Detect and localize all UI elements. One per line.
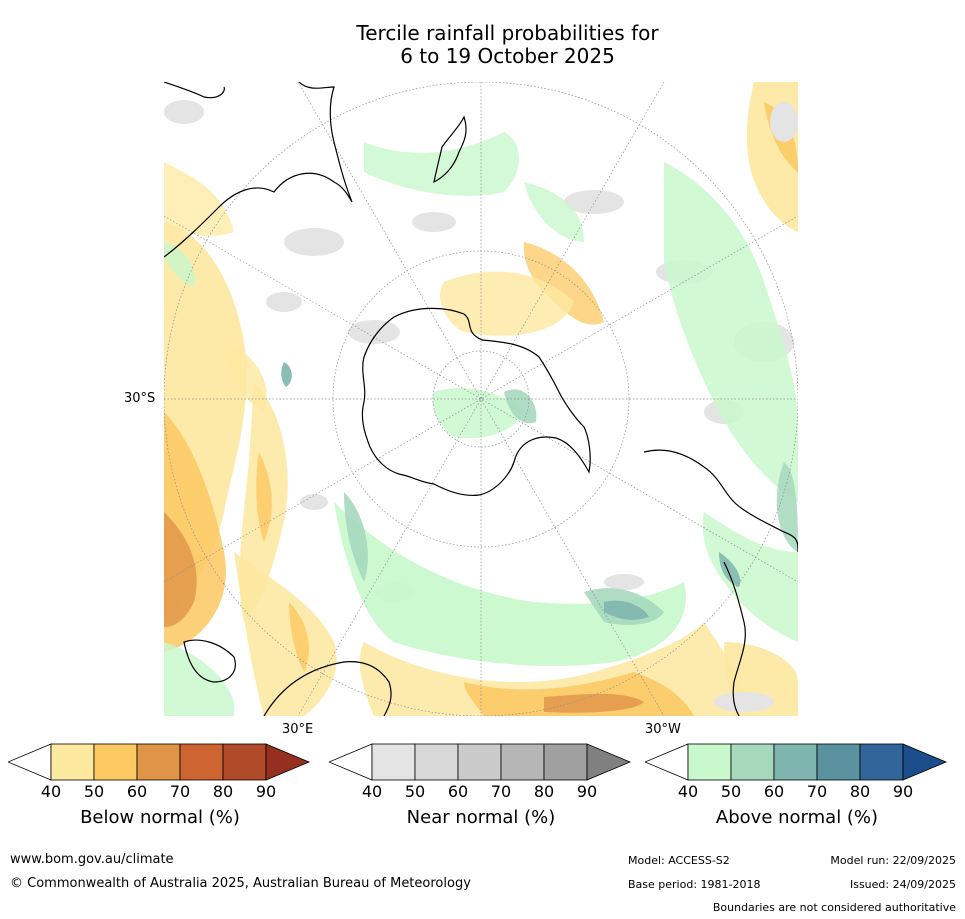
colorbar-tick-label: 80 xyxy=(212,782,234,801)
colorbar-tick-label: 60 xyxy=(447,782,469,801)
below-normal-swatch xyxy=(50,743,95,781)
above-normal-swatch xyxy=(730,743,775,781)
near-normal-extend-low xyxy=(329,743,373,781)
colorbar-tick-label: 80 xyxy=(533,782,555,801)
title-line-2: 6 to 19 October 2025 xyxy=(400,44,615,68)
near-normal-swatch xyxy=(371,743,416,781)
new-zealand-coastline xyxy=(433,115,467,184)
colorbar-tick-label: 60 xyxy=(126,782,148,801)
above-normal-swatch xyxy=(816,743,861,781)
lon-label-30e: 30°E xyxy=(282,722,314,737)
near-normal-extend-high xyxy=(586,743,632,781)
below-normal-regions xyxy=(164,82,798,716)
australia-coastline xyxy=(164,82,353,258)
above-normal-swatch xyxy=(773,743,818,781)
graticule xyxy=(164,82,798,716)
near-normal-swatch xyxy=(457,743,502,781)
above-normal-swatch xyxy=(859,743,904,781)
near-normal-swatch xyxy=(414,743,459,781)
above-normal-extend-high xyxy=(902,743,948,781)
colorbar-tick-label: 90 xyxy=(255,782,277,801)
colorbar-tick-label: 90 xyxy=(892,782,914,801)
colorbar-tick-label: 80 xyxy=(849,782,871,801)
above-normal-colorbar xyxy=(645,743,948,781)
above-normal-label: Above normal (%) xyxy=(715,807,879,828)
lon-label-30w: 30°W xyxy=(645,722,681,737)
footer-copyright: © Commonwealth of Australia 2025, Austra… xyxy=(10,876,471,891)
above-normal-extend-low xyxy=(645,743,689,781)
near-normal-colorbar xyxy=(329,743,632,781)
colorbar-tick-label: 50 xyxy=(404,782,426,801)
colorbar-tick-label: 90 xyxy=(576,782,598,801)
below-normal-extend-high xyxy=(265,743,311,781)
colorbar-tick-label: 40 xyxy=(361,782,383,801)
below-normal-swatch xyxy=(222,743,267,781)
colorbar-tick-label: 70 xyxy=(806,782,828,801)
below-normal-swatch xyxy=(93,743,138,781)
polar-map xyxy=(164,82,798,716)
colorbar-tick-label: 50 xyxy=(83,782,105,801)
coastlines xyxy=(164,82,798,716)
below-normal-swatch xyxy=(179,743,224,781)
colorbar-tick-label: 50 xyxy=(720,782,742,801)
footer-disclaimer: Boundaries are not considered authoritat… xyxy=(712,901,956,914)
antarctica-coastline xyxy=(361,307,591,497)
colorbar-tick-label: 40 xyxy=(40,782,62,801)
colorbar-tick-label: 60 xyxy=(763,782,785,801)
colorbar-tick-label: 70 xyxy=(490,782,512,801)
madagascar-coastline xyxy=(183,639,236,683)
below-normal-extend-low xyxy=(8,743,52,781)
near-normal-swatch xyxy=(543,743,588,781)
near-normal-swatch xyxy=(500,743,545,781)
lat-label-30s: 30°S xyxy=(124,391,156,406)
footer-base-period: Base period: 1981-2018 xyxy=(628,878,761,891)
south-america-east-coastline xyxy=(723,561,746,716)
footer-model: Model: ACCESS-S2 xyxy=(628,854,730,867)
above-normal-swatch xyxy=(687,743,732,781)
below-normal-label: Below normal (%) xyxy=(80,807,240,828)
footer-issued: Issued: 24/09/2025 xyxy=(849,878,956,891)
title-line-1: Tercile rainfall probabilities for xyxy=(356,21,659,45)
footer-url: www.bom.gov.au/climate xyxy=(10,852,174,867)
south-america-coastline xyxy=(643,449,798,553)
north-west-coastline xyxy=(164,82,225,99)
footer-model-run: Model run: 22/09/2025 xyxy=(830,854,956,867)
below-normal-swatch xyxy=(136,743,181,781)
above-normal-regions xyxy=(164,132,798,716)
map-title: Tercile rainfall probabilities for 6 to … xyxy=(0,22,965,68)
colorbar-tick-label: 40 xyxy=(677,782,699,801)
africa-coastline xyxy=(263,661,392,716)
near-normal-label: Near normal (%) xyxy=(406,807,556,828)
below-normal-colorbar xyxy=(8,743,311,781)
colorbar-tick-label: 70 xyxy=(169,782,191,801)
